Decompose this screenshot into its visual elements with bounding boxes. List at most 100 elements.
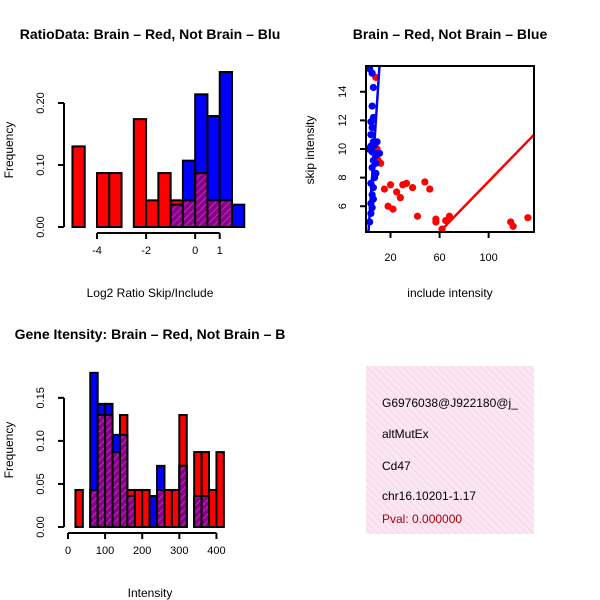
- scatter-point-brain-15: [421, 178, 429, 186]
- intensity-bar-overlap-12: [178, 464, 188, 529]
- intensity-x-tick-label-2: 200: [133, 545, 151, 557]
- scatter-x-tick-label-0: 20: [384, 252, 396, 264]
- intensity-x-tick-label-3: 300: [170, 545, 188, 557]
- intensity-bars: [74, 371, 225, 529]
- scatter-point-brain-21: [445, 212, 453, 220]
- intensity-x-tick-label-4: 400: [207, 545, 225, 557]
- intensity-bar-overlap-2: [96, 414, 107, 528]
- intensity-bar-brain-8: [141, 488, 151, 529]
- scatter-y-label: skip intensity: [303, 116, 317, 185]
- intensity-y-label: Frequency: [2, 422, 16, 479]
- ratio-bar-overlap-8: [169, 203, 184, 228]
- ratio-histogram: RatioData: Brain – Red, Not Brain – Blu …: [2, 26, 280, 300]
- scatter-x-tick-label-2: 100: [479, 252, 497, 264]
- pval-text: Pval: 0.000000: [382, 512, 462, 526]
- intensity-y-tick-label-2: 0.10: [35, 430, 47, 451]
- scatter-point-notbrain-3: [368, 102, 376, 110]
- ratio-x-tick-label-2: 0: [192, 245, 198, 257]
- scatter-x-label: include intensity: [407, 286, 492, 300]
- intensity-bar-overlap-6: [126, 495, 136, 528]
- ratio-bar-overlap-11: [206, 199, 221, 228]
- scatter-point-brain-9: [393, 188, 401, 196]
- scatter-point-brain-8: [389, 205, 397, 213]
- intensity-histogram: Gene Itensity: Brain – Red, Not Brain – …: [2, 326, 285, 600]
- scatter-point-notbrain-6: [368, 123, 376, 132]
- scatter-point-brain-10: [396, 194, 404, 202]
- info-panel-background: [366, 366, 534, 534]
- intensity-bar-notbrain-6: [148, 495, 159, 528]
- scatter-point-notbrain-7: [367, 131, 375, 139]
- scatter-point-brain-18: [432, 218, 440, 226]
- intensity-axes: 0 100 200 300 400 0.00 0.05 0.10 0.15: [35, 387, 226, 557]
- ratio-bar-overlap-12: [218, 199, 234, 228]
- intensity-bar-overlap-9: [156, 488, 166, 529]
- intensity-bar-overlap-1: [89, 488, 99, 529]
- scatter-y-tick-label-3: 12: [337, 114, 349, 126]
- intensity-bar-brain-16: [215, 451, 225, 529]
- intensity-bar-brain-15: [208, 488, 218, 529]
- scatter-point-notbrain-2: [369, 83, 377, 92]
- scatter-clipped-group: [366, 66, 534, 232]
- ratio-histogram-title: RatioData: Brain – Red, Not Brain – Blu: [20, 26, 281, 42]
- gene-name-text: Cd47: [382, 459, 411, 473]
- ratio-bar-notbrain-5: [231, 203, 246, 228]
- scatter-fit-line-notbrain: [367, 66, 381, 232]
- ratio-y-tick-label-0: 0.00: [35, 216, 47, 237]
- ratio-axes: -4 -2 0 1 0.00 0.10 0.20: [35, 92, 223, 257]
- scatter-fit-line-brain: [438, 133, 534, 232]
- intensity-bar-overlap-5: [118, 433, 129, 528]
- intensity-x-label: Intensity: [128, 586, 173, 600]
- scatter-point-brain-5: [380, 185, 388, 193]
- ratio-y-label: Frequency: [2, 122, 16, 179]
- ratio-bars: [71, 71, 246, 228]
- intensity-y-tick-label-1: 0.05: [35, 473, 47, 494]
- location-text: chr16.10201-1.17: [382, 489, 476, 503]
- intensity-bar-brain-10: [163, 488, 173, 529]
- ratio-bar-brain-7: [157, 172, 172, 228]
- intensity-bar-overlap-13: [193, 495, 203, 528]
- intensity-bar-brain-7: [133, 488, 144, 529]
- ratio-bar-overlap-10: [194, 172, 209, 228]
- intensity-bar-brain-0: [74, 488, 84, 529]
- ratio-bar-brain-6: [145, 199, 160, 228]
- intensity-histogram-title: Gene Itensity: Brain – Red, Not Brain – …: [15, 326, 286, 342]
- intensity-bar-brain-11: [170, 488, 181, 529]
- ratio-bar-brain-5: [132, 118, 148, 228]
- ratio-bar-brain-3: [108, 172, 123, 228]
- scatter-y-tick-label-2: 10: [337, 143, 349, 155]
- scatter-point-brain-13: [408, 184, 417, 192]
- intensity-x-tick-label-0: 0: [65, 545, 71, 557]
- scatter-point-brain-23: [509, 222, 517, 230]
- event-type-text: altMutEx: [382, 427, 429, 441]
- intensity-bar-overlap-14: [200, 495, 211, 528]
- ratio-bar-brain-0: [71, 145, 86, 228]
- scatter-y-tick-label-0: 6: [337, 203, 349, 209]
- ratio-x-label: Log2 Ratio Skip/Include: [87, 286, 214, 300]
- scatter-point-brain-14: [413, 212, 422, 220]
- scatter-point-notbrain-1: [368, 69, 376, 77]
- event-info-panel: G6976038@J922180@j_ altMutEx Cd47 chr16.…: [366, 366, 534, 534]
- intensity-scatter: Brain – Red, Not Brain – Blue 20 60 100 6 8 1…: [303, 26, 547, 300]
- intensity-bar-overlap-4: [111, 451, 121, 529]
- scatter-point-brain-12: [402, 179, 411, 187]
- scatter-point-brain-7: [386, 181, 395, 189]
- scatter-title: Brain – Red, Not Brain – Blue: [353, 26, 548, 42]
- intensity-y-tick-label-0: 0.00: [35, 516, 47, 537]
- scatter-y-tick-label-4: 14: [337, 86, 349, 98]
- intensity-bar-overlap-3: [104, 414, 114, 528]
- event-id-text: G6976038@J922180@j_: [382, 396, 518, 410]
- ratio-y-tick-label-2: 0.20: [35, 92, 47, 113]
- ratio-bar-overlap-9: [181, 199, 197, 228]
- intensity-y-tick-label-3: 0.15: [35, 387, 47, 408]
- scatter-plot-area: [366, 66, 534, 232]
- scatter-axes: 20 60 100 6 8 10 12 14: [337, 65, 535, 264]
- ratio-x-tick-label-0: -4: [92, 245, 102, 257]
- ratio-x-tick-label-1: -2: [141, 245, 151, 257]
- scatter-point-brain-24: [524, 214, 532, 222]
- ratio-bar-brain-2: [96, 172, 111, 228]
- scatter-point-notbrain-5: [367, 118, 375, 126]
- intensity-x-tick-label-1: 100: [96, 545, 114, 557]
- ratio-y-tick-label-1: 0.10: [35, 154, 47, 175]
- scatter-point-notbrain-16: [375, 149, 384, 157]
